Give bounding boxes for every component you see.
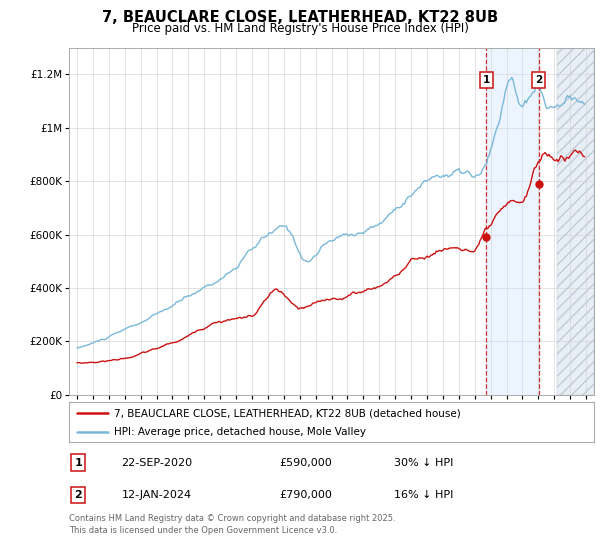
Text: 2: 2 [535, 74, 542, 85]
Text: HPI: Average price, detached house, Mole Valley: HPI: Average price, detached house, Mole… [113, 427, 365, 437]
Text: 7, BEAUCLARE CLOSE, LEATHERHEAD, KT22 8UB: 7, BEAUCLARE CLOSE, LEATHERHEAD, KT22 8U… [102, 10, 498, 25]
Text: Contains HM Land Registry data © Crown copyright and database right 2025.
This d: Contains HM Land Registry data © Crown c… [69, 514, 395, 535]
Bar [557, 48, 594, 395]
Text: 1: 1 [482, 74, 490, 85]
Text: 12-JAN-2024: 12-JAN-2024 [121, 490, 191, 500]
Text: £590,000: £590,000 [279, 458, 332, 468]
Text: 1: 1 [74, 458, 82, 468]
Bar [486, 48, 539, 395]
Text: 2: 2 [74, 490, 82, 500]
Text: Price paid vs. HM Land Registry's House Price Index (HPI): Price paid vs. HM Land Registry's House … [131, 22, 469, 35]
Text: 30% ↓ HPI: 30% ↓ HPI [395, 458, 454, 468]
Text: £790,000: £790,000 [279, 490, 332, 500]
Bar [557, 48, 594, 395]
Text: 7, BEAUCLARE CLOSE, LEATHERHEAD, KT22 8UB (detached house): 7, BEAUCLARE CLOSE, LEATHERHEAD, KT22 8U… [113, 408, 460, 418]
Text: 16% ↓ HPI: 16% ↓ HPI [395, 490, 454, 500]
Text: 22-SEP-2020: 22-SEP-2020 [121, 458, 193, 468]
